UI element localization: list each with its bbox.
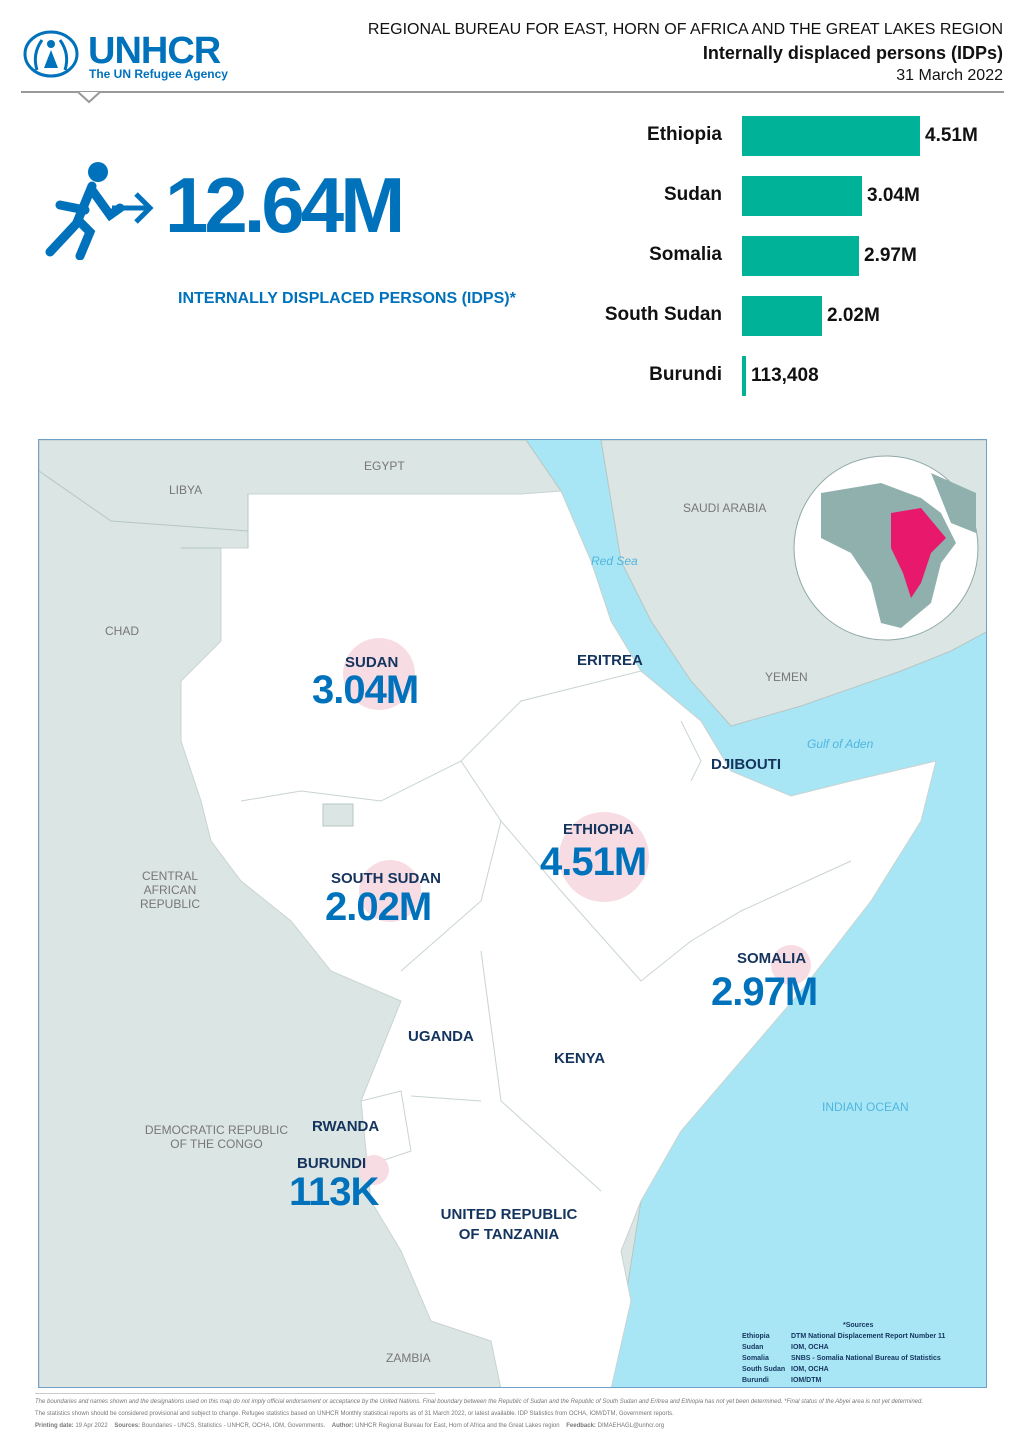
label-libya: LIBYA: [169, 483, 203, 497]
divider-notch-icon: [78, 92, 100, 104]
person-running-arrow-icon: [45, 162, 154, 260]
footer-credits: Printing date: 19 Apr 2022 Sources: Boun…: [35, 1423, 664, 1429]
bar-label: Somalia: [649, 244, 722, 265]
printing-date: 19 Apr 2022: [75, 1423, 108, 1429]
header-title: Internally displaced persons (IDPs): [702, 43, 1003, 63]
highlight-region: [891, 508, 946, 598]
author-label: Author:: [331, 1423, 354, 1429]
feedback-label: Feedback:: [566, 1423, 596, 1429]
region-map[interactable]: EGYPT LIBYA CHAD SAUDI ARABIA YEMEN CENT…: [38, 439, 987, 1388]
label-somalia: SOMALIA: [737, 950, 807, 967]
label-yemen: YEMEN: [765, 670, 808, 684]
source-text: IOM/DTM: [791, 1377, 822, 1384]
source-text: DTM National Displacement Report Number …: [791, 1333, 946, 1340]
value-sudan: 3.04M: [312, 668, 419, 712]
label-car: CENTRAL AFRICAN REPUBLIC: [139, 869, 201, 911]
africa-locator-globe: [793, 455, 979, 641]
footer-divider: [35, 1393, 435, 1394]
label-red-sea: Red Sea: [591, 554, 638, 568]
total-idps-value: 12.64M: [165, 161, 405, 249]
label-gulf-of-aden: Gulf of Aden: [807, 737, 874, 751]
bar-label: Ethiopia: [647, 124, 722, 145]
burundi-marker: [359, 1155, 389, 1185]
bar-ethiopia: [742, 116, 920, 156]
label-south-sudan: SOUTH SUDAN: [331, 870, 442, 887]
label-egypt: EGYPT: [364, 459, 405, 473]
bar-value: 4.51M: [925, 125, 978, 146]
south-sudan-marker: [359, 860, 421, 922]
ethiopia-marker: [559, 812, 649, 902]
unhcr-logo-icon: [23, 30, 79, 78]
bar-value: 2.02M: [827, 305, 880, 326]
sources-text: Boundaries - UNCS. Statistics - UNHCR, O…: [141, 1423, 326, 1429]
label-chad: CHAD: [105, 624, 140, 638]
label-saudi-arabia: SAUDI ARABIA: [683, 501, 767, 515]
bar-burundi: [742, 356, 746, 396]
value-south-sudan: 2.02M: [325, 885, 432, 929]
bar-value: 3.04M: [867, 185, 920, 206]
header-date: 31 March 2022: [896, 67, 1003, 84]
sources-title: *Sources: [843, 1322, 874, 1329]
label-drc: DEMOCRATIC REPUBLIC OF THE CONGO: [144, 1123, 289, 1151]
author-text: UNHCR Regional Bureau for East, Horn of …: [355, 1423, 560, 1429]
value-somalia: 2.97M: [711, 970, 818, 1014]
sources-label: Sources:: [114, 1423, 141, 1429]
source-text: IOM, OCHA: [791, 1344, 829, 1351]
sudan-marker: [343, 638, 415, 710]
label-zambia: ZAMBIA: [386, 1351, 431, 1365]
bar-label: Burundi: [649, 364, 722, 385]
source-country: South Sudan: [742, 1366, 786, 1373]
label-tanzania: UNITED REPUBLIC OF TANZANIA: [440, 1206, 578, 1243]
value-ethiopia: 4.51M: [540, 840, 647, 884]
source-text: SNBS - Somalia National Bureau of Statis…: [791, 1355, 941, 1362]
source-country: Somalia: [742, 1355, 769, 1362]
bar-south-sudan: [742, 296, 822, 336]
label-kenya: KENYA: [554, 1050, 606, 1067]
printing-label: Printing date:: [35, 1423, 74, 1429]
label-sudan: SUDAN: [345, 654, 399, 671]
label-rwanda: RWANDA: [312, 1118, 380, 1135]
logo-tagline: The UN Refugee Agency: [89, 67, 228, 81]
bar-sudan: [742, 176, 862, 216]
label-ethiopia: ETHIOPIA: [563, 821, 634, 838]
header-divider: [21, 91, 1004, 93]
label-djibouti: DJIBOUTI: [711, 756, 782, 773]
total-idps-label: INTERNALLY DISPLACED PERSONS (IDPS)*: [178, 290, 516, 307]
somalia-marker: [771, 945, 811, 985]
label-eritrea: ERITREA: [577, 652, 643, 669]
bar-somalia: [742, 236, 859, 276]
value-burundi: 113K: [289, 1170, 379, 1214]
label-burundi: BURUNDI: [297, 1155, 367, 1172]
footer-statistics-note: The statistics shown should be considere…: [35, 1411, 674, 1417]
label-indian-ocean: INDIAN OCEAN: [822, 1100, 909, 1114]
label-uganda: UGANDA: [408, 1028, 474, 1045]
source-country: Sudan: [742, 1344, 764, 1351]
bar-label: South Sudan: [604, 304, 722, 325]
source-country: Burundi: [742, 1377, 769, 1384]
source-country: Ethiopia: [742, 1333, 770, 1340]
footer-disclaimer: The boundaries and names shown and the d…: [35, 1399, 924, 1405]
bar-value: 113,408: [751, 365, 819, 386]
sources-box: *Sources Ethiopia DTM National Displaceme…: [739, 1322, 979, 1384]
bar-value: 2.97M: [864, 245, 917, 266]
bar-label: Sudan: [663, 184, 722, 205]
feedback-email[interactable]: DIMAEHAGL@unhcr.org: [597, 1423, 665, 1429]
logo-name: UNHCR: [88, 30, 221, 72]
source-text: IOM, OCHA: [791, 1366, 829, 1373]
header-region: REGIONAL BUREAU FOR EAST, HORN OF AFRICA…: [367, 21, 1003, 38]
